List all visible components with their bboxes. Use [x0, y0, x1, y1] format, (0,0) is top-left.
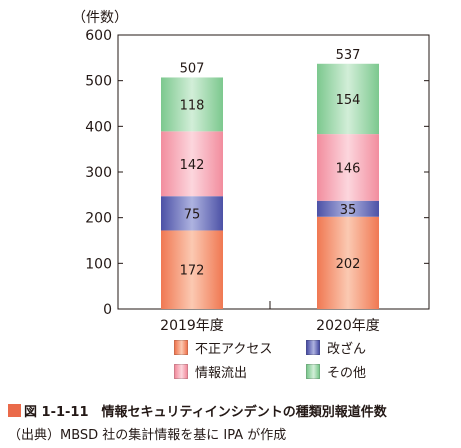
legend-item-tampering: 改ざん — [306, 338, 414, 357]
y-tick-label: 0 — [103, 302, 112, 318]
y-tick-label: 300 — [85, 165, 112, 181]
data-label: 146 — [336, 161, 361, 176]
legend-swatch — [174, 339, 188, 355]
legend-label: その他 — [327, 365, 367, 381]
total-label: 507 — [180, 61, 205, 76]
data-label: 172 — [180, 264, 205, 279]
bar-segment — [317, 134, 379, 201]
data-label: 118 — [180, 98, 205, 113]
bar-segment — [317, 216, 379, 309]
data-label: 35 — [340, 203, 357, 218]
data-label: 154 — [336, 93, 361, 108]
legend-label: 不正アクセス — [195, 341, 273, 357]
legend-swatch — [306, 339, 320, 355]
legend-swatch — [306, 363, 320, 379]
data-label: 75 — [184, 207, 201, 222]
y-axis-label: （件数） — [72, 10, 128, 26]
bar-segment — [161, 77, 223, 132]
legend-swatch — [174, 363, 188, 379]
total-label: 537 — [336, 48, 361, 63]
x-tick-label: 2020年度 — [316, 318, 380, 334]
y-tick-label: 100 — [85, 256, 112, 272]
y-tick-label: 400 — [85, 119, 112, 135]
source-note: （出典）MBSD 社の集計情報を基に IPA が作成 — [8, 428, 287, 443]
legend-label: 情報流出 — [195, 365, 248, 381]
bar-segment — [161, 131, 223, 197]
y-tick-label: 500 — [85, 74, 112, 90]
data-label: 202 — [336, 257, 361, 272]
bar-segment — [161, 230, 223, 309]
legend-item-data-leak: 情報流出 — [174, 362, 306, 381]
caption-marker — [8, 404, 21, 417]
bar-segment — [317, 63, 379, 135]
y-tick-label: 600 — [85, 28, 112, 44]
figure-title: 図 1-1-11 情報セキュリティインシデントの種類別報道件数 — [24, 405, 387, 420]
legend-item-other: その他 — [306, 362, 414, 381]
chart-legend: 不正アクセス 改ざん 情報流出 その他 — [174, 338, 414, 381]
bar-segment — [317, 200, 379, 217]
figure-caption: 図 1-1-11 情報セキュリティインシデントの種類別報道件数 — [8, 401, 387, 420]
data-label: 142 — [180, 158, 205, 173]
bar-segment — [161, 196, 223, 231]
stacked-bar-chart: （件数） 0 100 200 300 400 500 600 172 75 142 118 507 2… — [72, 10, 430, 334]
legend-item-unauthorized-access: 不正アクセス — [174, 338, 306, 357]
legend-label: 改ざん — [327, 341, 367, 357]
x-tick-label: 2019年度 — [160, 318, 224, 334]
y-tick-label: 200 — [85, 211, 112, 227]
